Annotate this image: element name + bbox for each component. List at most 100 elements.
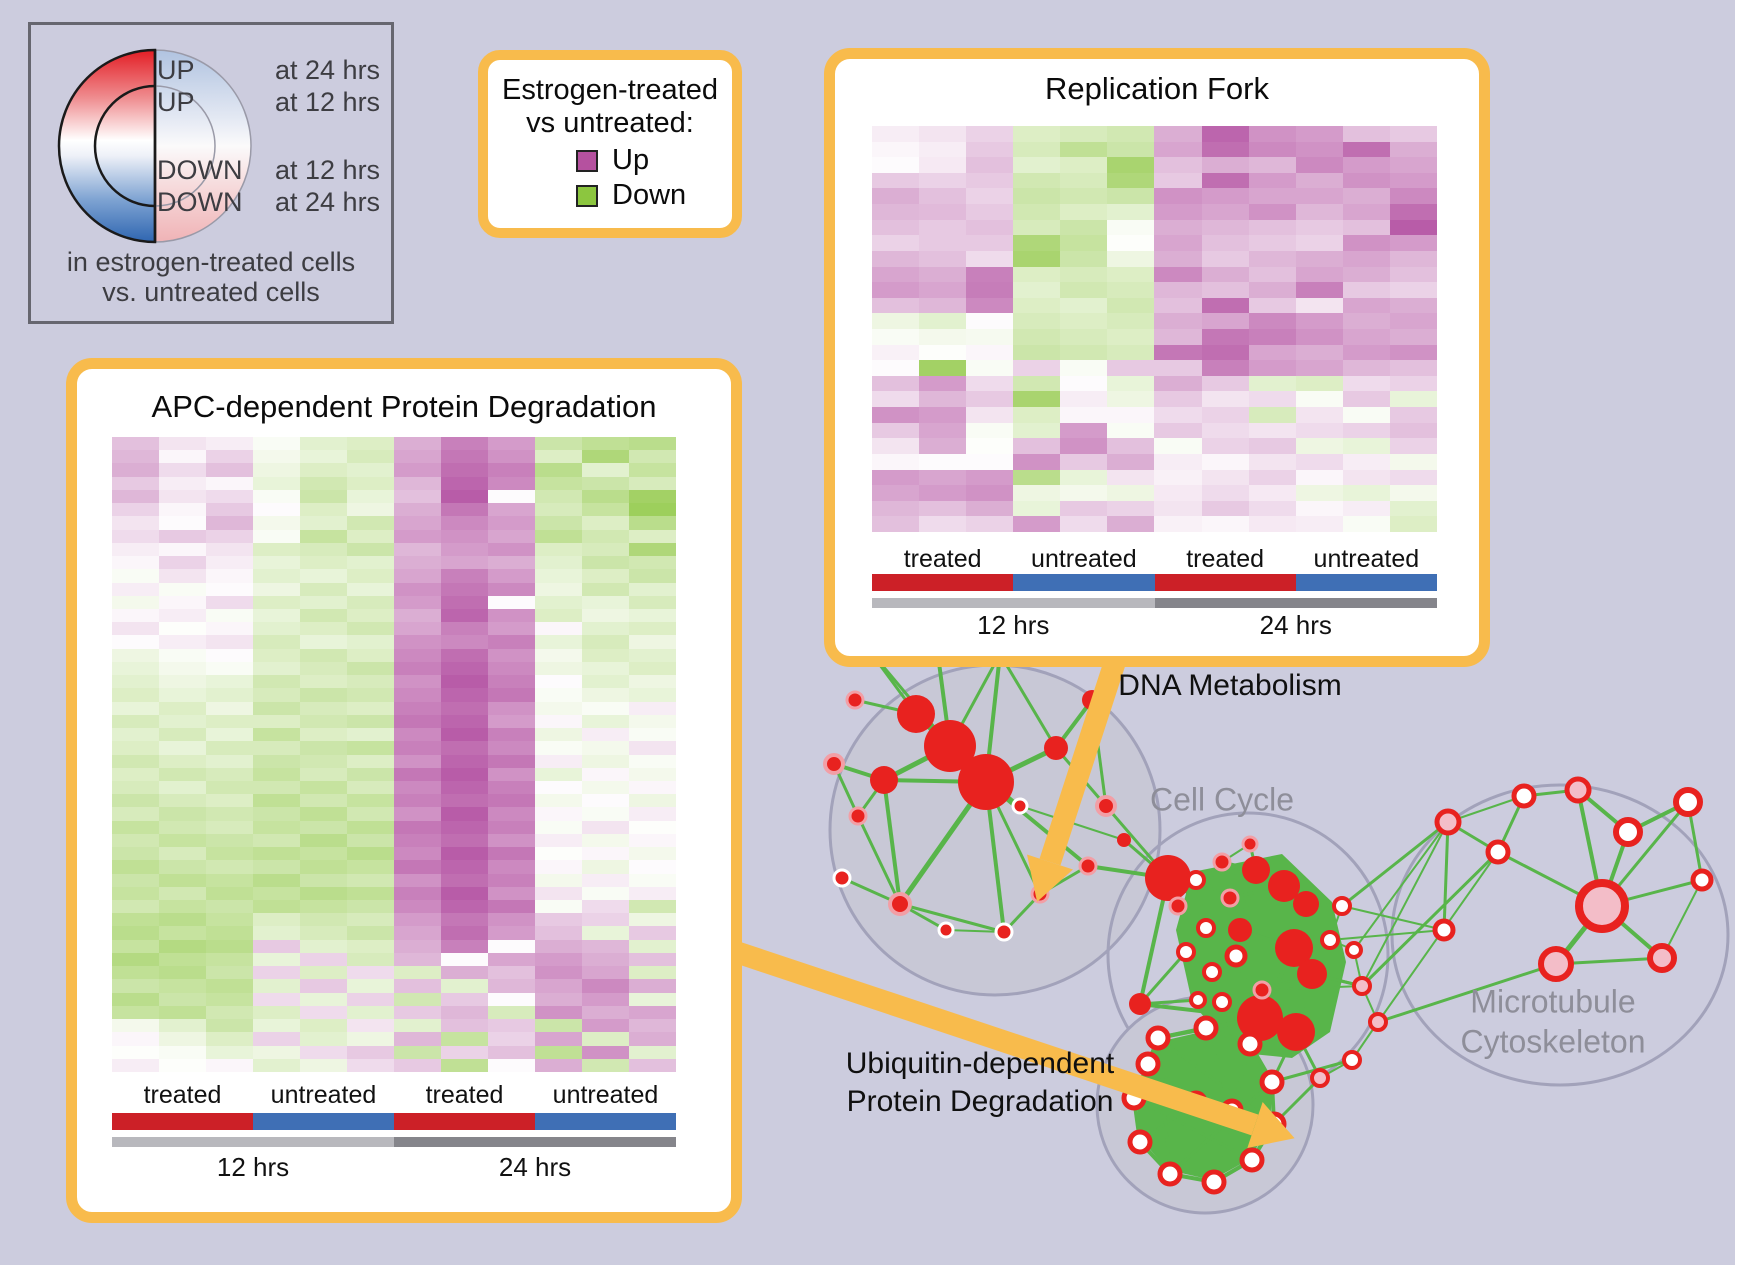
heatmap-cell bbox=[300, 952, 347, 967]
heatmap-cell bbox=[1342, 438, 1390, 454]
heatmap-cell bbox=[582, 1019, 629, 1033]
heatmap-cell bbox=[300, 503, 347, 517]
heatmap-cell bbox=[206, 820, 253, 834]
key-row-up-12: UP at 12 hrs bbox=[157, 87, 380, 118]
heatmap-cell bbox=[300, 582, 347, 596]
connector-arrowhead bbox=[1026, 854, 1074, 902]
heatmap-cell bbox=[872, 235, 920, 251]
heatmap-cell bbox=[1107, 157, 1155, 173]
heatmap-cell bbox=[206, 833, 253, 848]
heatmap-cell bbox=[253, 926, 300, 940]
heatmap-cell bbox=[1389, 360, 1437, 376]
heatmap-cell bbox=[629, 595, 676, 609]
heatmap-cell bbox=[966, 204, 1014, 220]
heatmap-cell bbox=[1389, 485, 1437, 501]
heatmap-cell bbox=[394, 688, 441, 702]
network-node bbox=[1575, 879, 1629, 933]
heatmap-cell bbox=[112, 794, 159, 808]
heatmap-cell bbox=[629, 913, 676, 927]
heatmap-cell bbox=[112, 701, 159, 715]
heatmap-cell bbox=[1060, 375, 1108, 392]
heatmap-cell bbox=[966, 141, 1014, 158]
network-node bbox=[1564, 776, 1592, 804]
heatmap-cell bbox=[394, 794, 441, 808]
heatmap-cell bbox=[253, 1032, 300, 1046]
heatmap-cell bbox=[1295, 329, 1343, 345]
heatmap-cell bbox=[206, 886, 253, 901]
heatmap-cell bbox=[1060, 313, 1108, 329]
network-node bbox=[832, 868, 852, 888]
heatmap-cell bbox=[206, 1058, 253, 1072]
heatmap-cell bbox=[1342, 172, 1390, 189]
heatmap-cell bbox=[919, 407, 967, 423]
heatmap-cell bbox=[1342, 188, 1390, 205]
heatmap-cell bbox=[253, 1058, 300, 1072]
condition-label: untreated bbox=[552, 1081, 659, 1109]
heatmap-cell bbox=[1295, 157, 1343, 173]
ring-left-half bbox=[57, 48, 157, 244]
heatmap-cell bbox=[966, 266, 1014, 283]
heatmap-cell bbox=[535, 701, 582, 715]
heatmap-cell bbox=[1013, 250, 1061, 267]
heatmap-cell bbox=[394, 926, 441, 940]
heatmap-cell bbox=[488, 754, 535, 768]
condition-label: treated bbox=[425, 1081, 504, 1109]
heatmap-cell bbox=[112, 820, 159, 834]
rf-heatmap bbox=[872, 126, 1437, 532]
key-word: DOWN bbox=[157, 187, 243, 217]
heatmap-cell bbox=[1107, 344, 1155, 361]
heatmap-cell bbox=[253, 992, 300, 1006]
heatmap-cell bbox=[1342, 453, 1390, 470]
heatmap-cell bbox=[394, 939, 441, 953]
heatmap-cell bbox=[253, 873, 300, 887]
heatmap-cell bbox=[1342, 297, 1390, 314]
heatmap-cell bbox=[300, 1005, 347, 1020]
heatmap-cell bbox=[253, 900, 300, 914]
network-node bbox=[1368, 1012, 1388, 1032]
heatmap-cell bbox=[919, 360, 967, 376]
heatmap-cell bbox=[1201, 422, 1249, 439]
network-edge bbox=[1341, 905, 1445, 931]
heatmap-cell bbox=[1154, 422, 1202, 439]
heatmap-cell bbox=[872, 422, 920, 439]
heatmap-cell bbox=[159, 780, 206, 795]
heatmap-cell bbox=[441, 622, 488, 636]
heatmap-cell bbox=[253, 794, 300, 808]
heatmap-cell bbox=[488, 926, 535, 940]
heatmap-cell bbox=[1060, 204, 1108, 220]
heatmap-cell bbox=[206, 608, 253, 623]
heatmap-cell bbox=[347, 463, 394, 477]
heatmap-cell bbox=[1389, 141, 1437, 158]
heatmap-cell bbox=[1201, 188, 1249, 205]
network-node bbox=[1117, 833, 1131, 847]
heatmap-cell bbox=[535, 476, 582, 490]
heatmap-cell bbox=[394, 542, 441, 557]
heatmap-cell bbox=[112, 992, 159, 1006]
network-node bbox=[1212, 852, 1232, 872]
heatmap-cell bbox=[159, 595, 206, 609]
heatmap-cell bbox=[629, 1058, 676, 1072]
heatmap-cell bbox=[535, 926, 582, 940]
heatmap-cell bbox=[488, 1058, 535, 1072]
heatmap-cell bbox=[159, 807, 206, 821]
heatmap-cell bbox=[535, 688, 582, 702]
heatmap-cell bbox=[1389, 157, 1437, 173]
heatmap-cell bbox=[347, 741, 394, 755]
heatmap-cell bbox=[1248, 313, 1296, 329]
network-edge bbox=[945, 929, 1005, 933]
heatmap-cell bbox=[488, 688, 535, 702]
heatmap-cell bbox=[1342, 329, 1390, 345]
heatmap-cell bbox=[112, 450, 159, 464]
heatmap-cell bbox=[347, 952, 394, 967]
heatmap-cell bbox=[919, 500, 967, 517]
heatmap-cell bbox=[582, 873, 629, 887]
heatmap-cell bbox=[347, 847, 394, 861]
heatmap-cell bbox=[206, 688, 253, 702]
apc-condition-labels: treated untreated treated untreated bbox=[112, 1081, 676, 1110]
heatmap-cell bbox=[535, 489, 582, 504]
heatmap-cell bbox=[253, 966, 300, 980]
heatmap-cell bbox=[1201, 126, 1249, 142]
heatmap-cell bbox=[347, 714, 394, 729]
network-node bbox=[1275, 929, 1313, 967]
ring-right-half bbox=[154, 49, 252, 243]
